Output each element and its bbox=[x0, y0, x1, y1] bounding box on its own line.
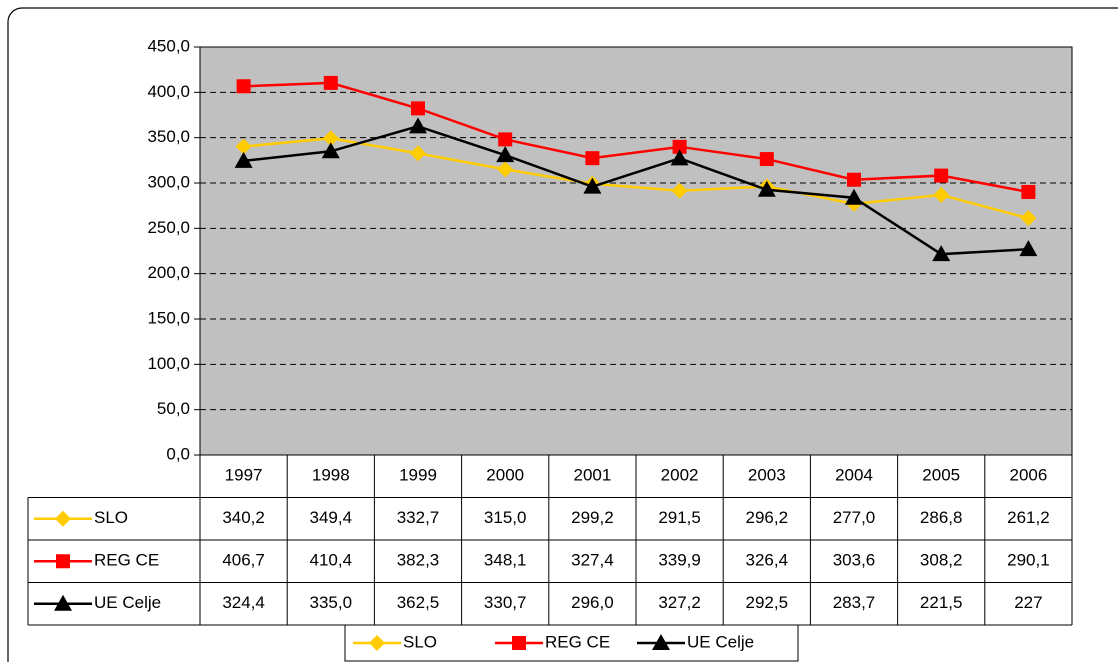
marker bbox=[583, 177, 602, 194]
marker bbox=[409, 117, 427, 134]
table-value: 308,2 bbox=[920, 551, 963, 570]
y-tick-label: 400,0 bbox=[147, 82, 190, 101]
marker bbox=[933, 186, 950, 203]
marker bbox=[652, 634, 670, 650]
series-line bbox=[243, 136, 1029, 220]
x-tick-label: 1999 bbox=[399, 466, 437, 485]
y-tick-label: 0,0 bbox=[166, 444, 190, 463]
table-value: 335,0 bbox=[310, 593, 353, 612]
marker bbox=[757, 180, 776, 197]
marker bbox=[759, 152, 774, 167]
marker bbox=[369, 635, 385, 651]
table-value: 348,1 bbox=[484, 551, 527, 570]
table-value: 277,0 bbox=[833, 508, 876, 527]
x-tick-label: 2002 bbox=[661, 466, 699, 485]
plot-area bbox=[199, 46, 1073, 456]
table-value: 382,3 bbox=[397, 551, 440, 570]
marker bbox=[1019, 240, 1038, 257]
marker bbox=[498, 132, 513, 147]
x-tick-label: 2004 bbox=[835, 466, 873, 485]
marker bbox=[497, 161, 514, 178]
table-value: 362,5 bbox=[397, 593, 440, 612]
x-tick-label: 1997 bbox=[225, 466, 263, 485]
table-value: 299,2 bbox=[571, 508, 614, 527]
marker bbox=[234, 151, 253, 168]
marker bbox=[54, 594, 72, 611]
table-value: 340,2 bbox=[222, 508, 265, 527]
marker bbox=[932, 245, 951, 262]
table-value: 315,0 bbox=[484, 508, 527, 527]
table-value: 349,4 bbox=[310, 508, 353, 527]
table-value: 326,4 bbox=[746, 551, 789, 570]
table-value: 303,6 bbox=[833, 551, 876, 570]
table-series-name: UE Celje bbox=[94, 593, 161, 612]
table-value: 327,4 bbox=[571, 551, 614, 570]
marker bbox=[496, 146, 515, 163]
table-value: 330,7 bbox=[484, 593, 527, 612]
x-tick-label: 1998 bbox=[312, 466, 350, 485]
y-tick-label: 50,0 bbox=[157, 399, 190, 418]
marker bbox=[411, 101, 425, 116]
marker bbox=[55, 510, 71, 527]
series-line bbox=[243, 81, 1029, 194]
table-value: 332,7 bbox=[397, 508, 440, 527]
legend-label: UE Celje bbox=[687, 632, 754, 651]
table-value: 227 bbox=[1014, 593, 1042, 612]
marker bbox=[1021, 184, 1036, 199]
legend-label: SLO bbox=[403, 632, 437, 651]
y-tick-label: 450,0 bbox=[147, 36, 190, 55]
marker bbox=[236, 79, 251, 94]
x-tick-label: 2000 bbox=[486, 466, 524, 485]
y-tick-label: 300,0 bbox=[147, 172, 190, 191]
marker bbox=[512, 636, 526, 650]
series-line bbox=[243, 125, 1029, 256]
marker bbox=[322, 130, 339, 147]
table-value: 324,4 bbox=[222, 593, 265, 612]
table-value: 296,2 bbox=[746, 508, 789, 527]
y-tick-label: 150,0 bbox=[147, 308, 190, 327]
table-value: 221,5 bbox=[920, 593, 963, 612]
marker bbox=[56, 554, 70, 569]
table-value: 261,2 bbox=[1007, 508, 1050, 527]
marker bbox=[235, 138, 252, 155]
x-tick-label: 2001 bbox=[573, 466, 611, 485]
x-tick-label: 2003 bbox=[748, 466, 786, 485]
table-series-name: REG CE bbox=[94, 551, 159, 570]
table-value: 290,1 bbox=[1007, 551, 1050, 570]
marker bbox=[845, 188, 863, 205]
table-series-name: SLO bbox=[94, 508, 128, 527]
table-value: 286,8 bbox=[920, 508, 963, 527]
table-value: 292,5 bbox=[746, 593, 789, 612]
y-tick-label: 100,0 bbox=[147, 354, 190, 373]
marker bbox=[934, 168, 949, 183]
table-value: 410,4 bbox=[310, 551, 353, 570]
legend-label: REG CE bbox=[545, 632, 610, 651]
marker bbox=[847, 172, 861, 187]
table-value: 327,2 bbox=[658, 593, 701, 612]
marker bbox=[410, 145, 426, 162]
x-tick-label: 2005 bbox=[922, 466, 960, 485]
marker bbox=[323, 75, 338, 90]
marker bbox=[672, 139, 687, 154]
marker bbox=[671, 182, 688, 199]
table-value: 283,7 bbox=[833, 593, 876, 612]
marker bbox=[670, 149, 689, 166]
table-value: 291,5 bbox=[658, 508, 701, 527]
marker bbox=[321, 142, 340, 159]
y-tick-label: 250,0 bbox=[147, 218, 190, 237]
table-value: 339,9 bbox=[658, 551, 701, 570]
y-tick-label: 350,0 bbox=[147, 127, 190, 146]
table-value: 406,7 bbox=[222, 551, 265, 570]
x-tick-label: 2006 bbox=[1009, 466, 1047, 485]
legend-box bbox=[344, 624, 799, 662]
marker bbox=[1020, 210, 1037, 227]
table-value: 296,0 bbox=[571, 593, 614, 612]
y-tick-label: 200,0 bbox=[147, 263, 190, 282]
marker bbox=[585, 151, 600, 166]
